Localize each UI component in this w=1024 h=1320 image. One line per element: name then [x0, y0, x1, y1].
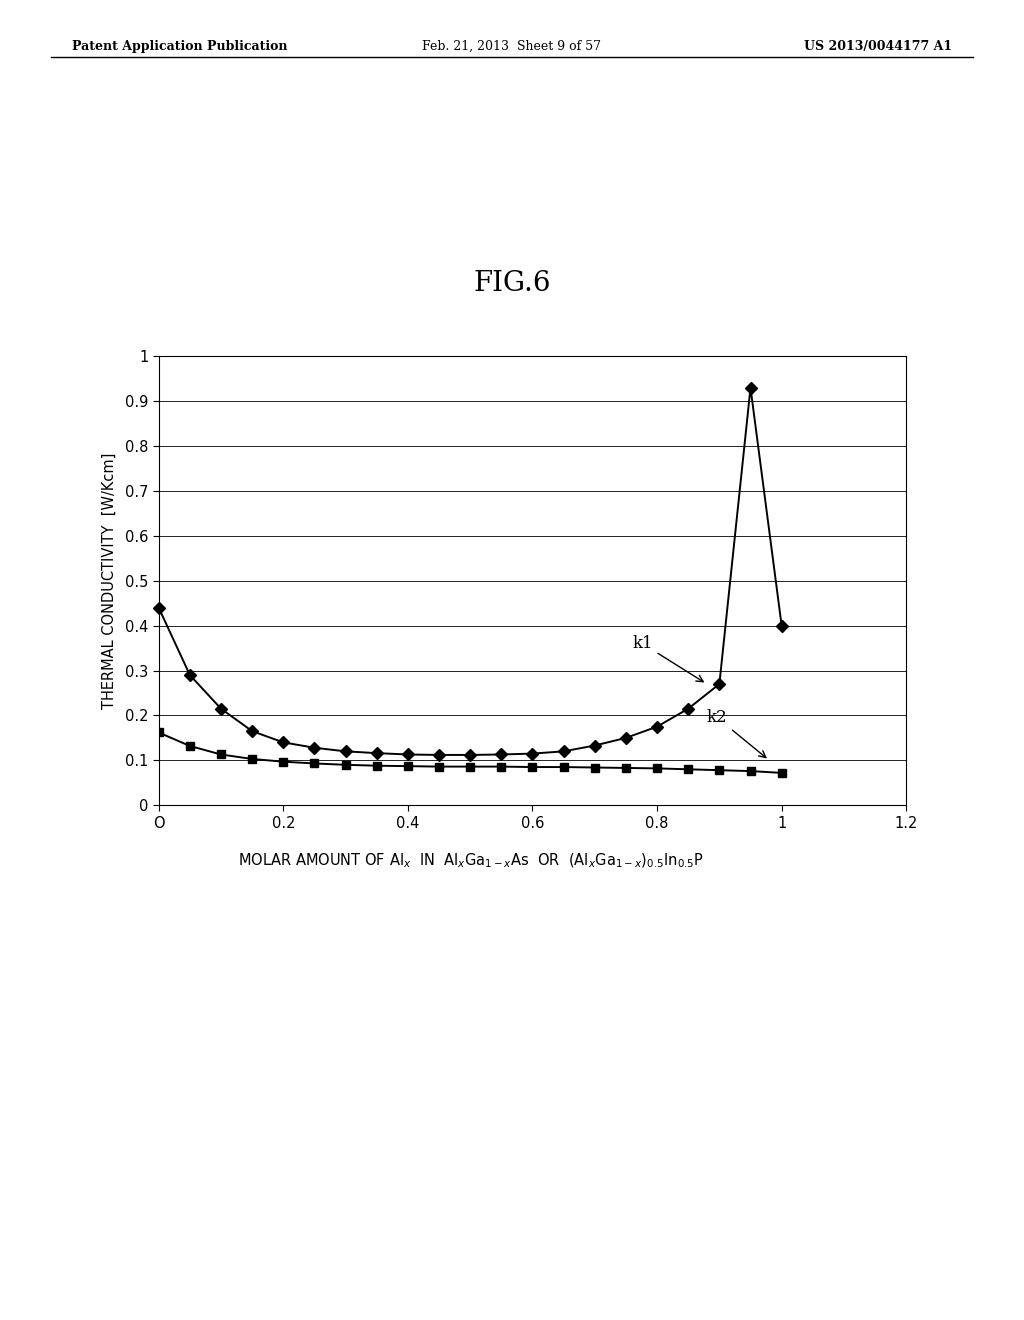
Text: FIG.6: FIG.6	[473, 271, 551, 297]
Text: k2: k2	[707, 709, 766, 758]
Text: k1: k1	[632, 635, 703, 681]
Text: Feb. 21, 2013  Sheet 9 of 57: Feb. 21, 2013 Sheet 9 of 57	[423, 40, 601, 53]
Text: MOLAR AMOUNT OF Al$_x$  IN  Al$_x$Ga$_{1-x}$As  OR  (Al$_x$Ga$_{1-x}$)$_{0.5}$In: MOLAR AMOUNT OF Al$_x$ IN Al$_x$Ga$_{1-x…	[238, 851, 705, 870]
Text: Patent Application Publication: Patent Application Publication	[72, 40, 287, 53]
Text: US 2013/0044177 A1: US 2013/0044177 A1	[804, 40, 952, 53]
Y-axis label: THERMAL CONDUCTIVITY  [W/Kcm]: THERMAL CONDUCTIVITY [W/Kcm]	[101, 453, 117, 709]
